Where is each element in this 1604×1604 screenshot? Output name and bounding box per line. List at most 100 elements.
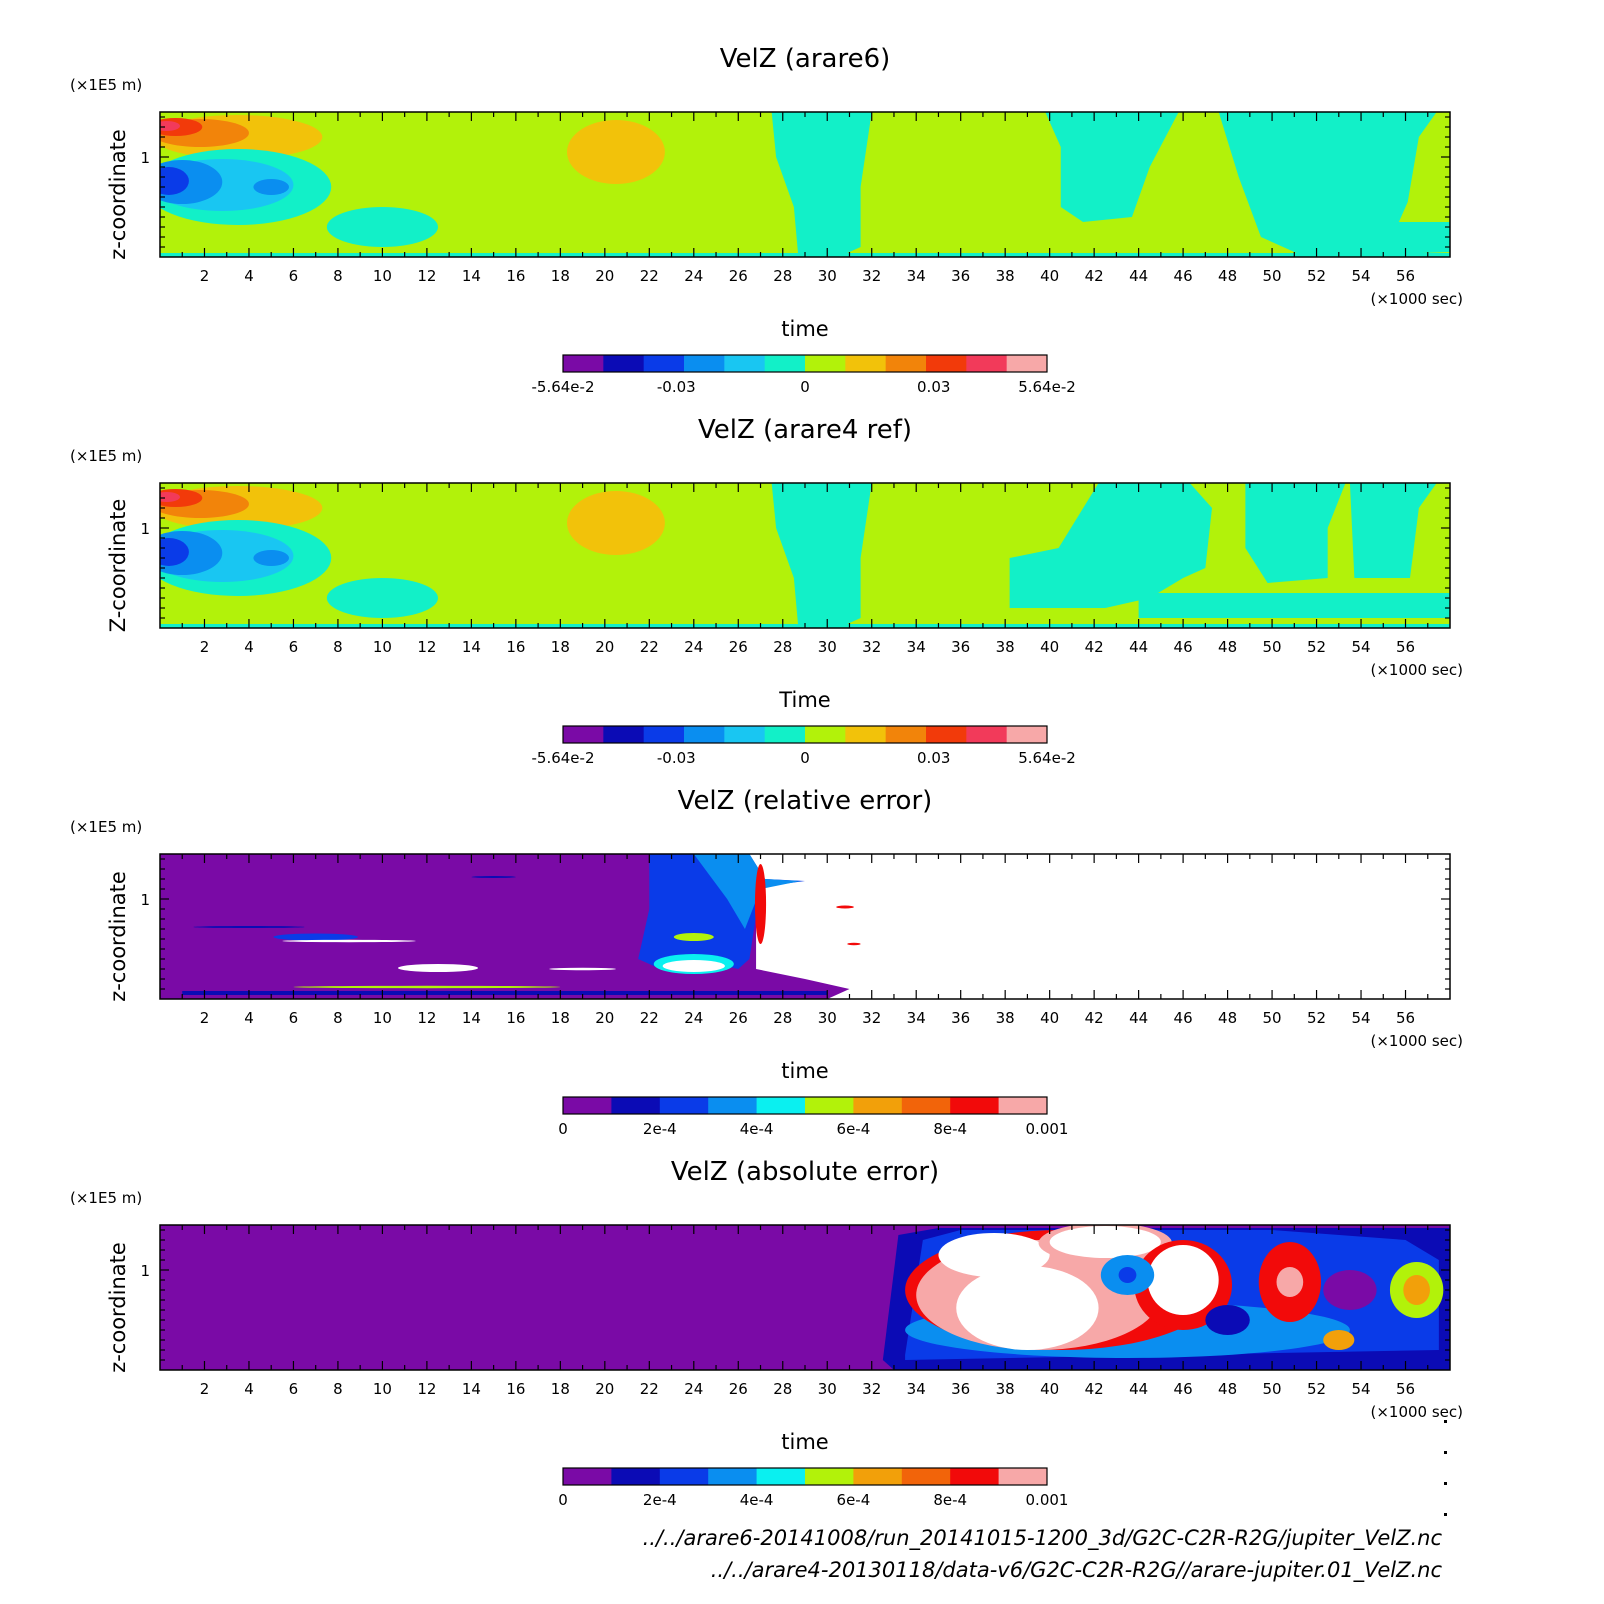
x-tick-label: 46 [1174, 638, 1193, 656]
x-tick-label: 6 [289, 267, 299, 285]
x-tick-label: 28 [773, 638, 792, 656]
chart-panel: VelZ (arare6)(×1E5 m)2 4 6 8 10 12 14 16 18 20 22 2… [70, 44, 1463, 396]
x-tick-label: 38 [996, 638, 1015, 656]
colorbar-swatch [684, 355, 725, 372]
colorbar-tick-label: 0 [800, 378, 810, 396]
x-tick-label: 30 [818, 638, 837, 656]
colorbar-tick-label: 4e-4 [740, 1120, 774, 1138]
colorbar-tick-label: -0.03 [657, 749, 696, 767]
heatmap-region [1323, 1270, 1377, 1310]
colorbar: -5.64e-2 -0.03 0 0.03 5.64e-2 [532, 354, 1076, 396]
heatmap-region [567, 491, 665, 555]
x-tick-label: 40 [1040, 267, 1059, 285]
x-tick-label: 20 [595, 267, 614, 285]
heatmap-region [673, 933, 714, 941]
colorbar-swatch [611, 1097, 661, 1114]
x-tick-label: 20 [595, 1380, 614, 1398]
x-tick-label: 2 [200, 1009, 210, 1027]
colorbar-swatch [643, 726, 685, 743]
x-tick-label: 52 [1307, 638, 1326, 656]
x-tick-label: 22 [640, 638, 659, 656]
x-tick-label: 14 [462, 1380, 481, 1398]
y-axis-label: z-coordinate [106, 871, 130, 1002]
colorbar-swatch [966, 726, 1008, 743]
dot-marker [1444, 1513, 1447, 1516]
chart-panel: VelZ (arare4 ref)(×1E5 m)2 4 6 8 10 12 14 16 18 2… [70, 415, 1463, 767]
x-axis-unit: (×1000 sec) [1370, 1032, 1463, 1050]
colorbar-tick-label: 0.03 [917, 378, 950, 396]
heatmap-region [253, 550, 289, 566]
heatmap-region [938, 1233, 1050, 1277]
colorbar-swatch [901, 1097, 951, 1114]
x-axis-label: time [781, 1059, 828, 1083]
y-axis-label: Z-coordinate [106, 499, 130, 633]
x-tick-label: 36 [951, 638, 970, 656]
x-tick-label: 54 [1351, 638, 1370, 656]
colorbar-swatch [950, 1468, 1000, 1485]
heatmap-region [160, 538, 189, 566]
x-tick-label: 42 [1085, 267, 1104, 285]
y-axis-unit: (×1E5 m) [70, 1189, 142, 1207]
colorbar-swatch [885, 355, 927, 372]
heatmap-region [567, 120, 665, 184]
colorbar-swatch [1006, 726, 1048, 743]
colorbar-swatch [885, 726, 927, 743]
colorbar-tick-label: 8e-4 [933, 1491, 967, 1509]
x-tick-label: 42 [1085, 1380, 1104, 1398]
colorbar-tick-label: 4e-4 [740, 1491, 774, 1509]
colorbar-tick-label: -5.64e-2 [532, 749, 595, 767]
heatmap-region [1147, 1245, 1219, 1315]
colorbar-swatch [563, 1468, 612, 1485]
colorbar-swatch [563, 355, 604, 372]
x-tick-label: 20 [595, 638, 614, 656]
colorbar-tick-label: 0.03 [917, 749, 950, 767]
x-tick-label: 28 [773, 1380, 792, 1398]
colorbar: 0 2e-4 4e-4 6e-4 8e-4 0.001 [558, 1467, 1069, 1509]
colorbar-tick-label: 8e-4 [933, 1120, 967, 1138]
x-tick-label: 4 [244, 638, 254, 656]
chart-title: VelZ (arare4 ref) [698, 415, 912, 445]
colorbar-swatch [708, 1097, 758, 1114]
x-tick-label: 56 [1396, 638, 1415, 656]
x-tick-label: 50 [1263, 1009, 1282, 1027]
x-tick-label: 52 [1307, 1009, 1326, 1027]
x-tick-label: 8 [333, 1009, 343, 1027]
x-tick-label: 2 [200, 1380, 210, 1398]
heatmap-region [1403, 1275, 1430, 1305]
colorbar-tick-label: 2e-4 [643, 1120, 677, 1138]
colorbar-tick-label: 0.001 [1026, 1491, 1069, 1509]
y-tick-label: 1 [140, 891, 150, 909]
x-tick-label: 12 [417, 267, 436, 285]
heatmap-region [1118, 1267, 1137, 1283]
x-tick-label: 36 [951, 1009, 970, 1027]
x-tick-label: 44 [1129, 267, 1148, 285]
x-tick-label: 42 [1085, 638, 1104, 656]
heatmap-region [771, 483, 872, 628]
x-tick-label: 44 [1129, 1380, 1148, 1398]
x-tick-label: 38 [996, 267, 1015, 285]
x-tick-label: 54 [1351, 1380, 1370, 1398]
x-tick-label: 40 [1040, 1380, 1059, 1398]
x-tick-label: 28 [773, 267, 792, 285]
x-tick-label: 34 [907, 1380, 926, 1398]
x-tick-label: 48 [1218, 267, 1237, 285]
colorbar-frame [562, 725, 1048, 744]
chart-title: VelZ (relative error) [678, 786, 933, 816]
x-tick-label: 6 [289, 1380, 299, 1398]
dot-marker [1444, 1451, 1447, 1454]
colorbar-swatch [998, 1097, 1048, 1114]
colorbar-tick-label: 5.64e-2 [1018, 749, 1076, 767]
x-tick-label: 34 [907, 267, 926, 285]
colorbar-swatch [603, 355, 645, 372]
heatmap-region [754, 864, 767, 944]
x-tick-label: 46 [1174, 267, 1193, 285]
x-tick-label: 50 [1263, 638, 1282, 656]
heatmap-region [836, 905, 854, 909]
x-tick-label: 26 [729, 267, 748, 285]
x-tick-label: 2 [200, 638, 210, 656]
colorbar-tick-label: 0 [558, 1120, 568, 1138]
colorbar-swatch [805, 726, 846, 743]
colorbar-frame [562, 1096, 1048, 1115]
colorbar-frame [562, 354, 1048, 373]
heatmap-region [662, 960, 725, 972]
